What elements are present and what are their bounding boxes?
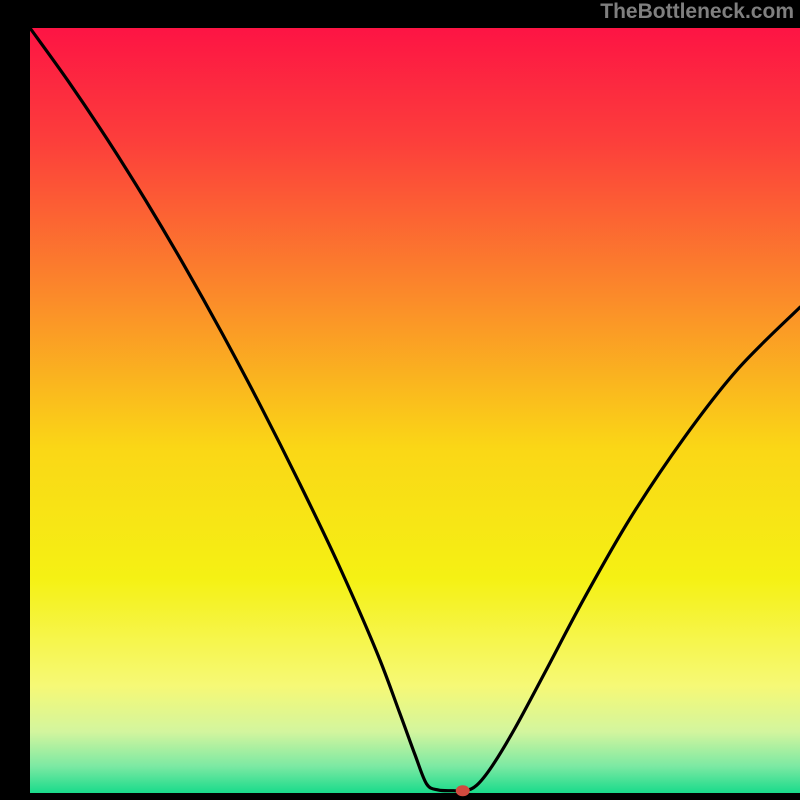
plot-background-gradient (30, 28, 800, 793)
watermark-text: TheBottleneck.com (600, 0, 794, 24)
bottleneck-chart (0, 0, 800, 800)
minimum-marker (456, 785, 470, 796)
